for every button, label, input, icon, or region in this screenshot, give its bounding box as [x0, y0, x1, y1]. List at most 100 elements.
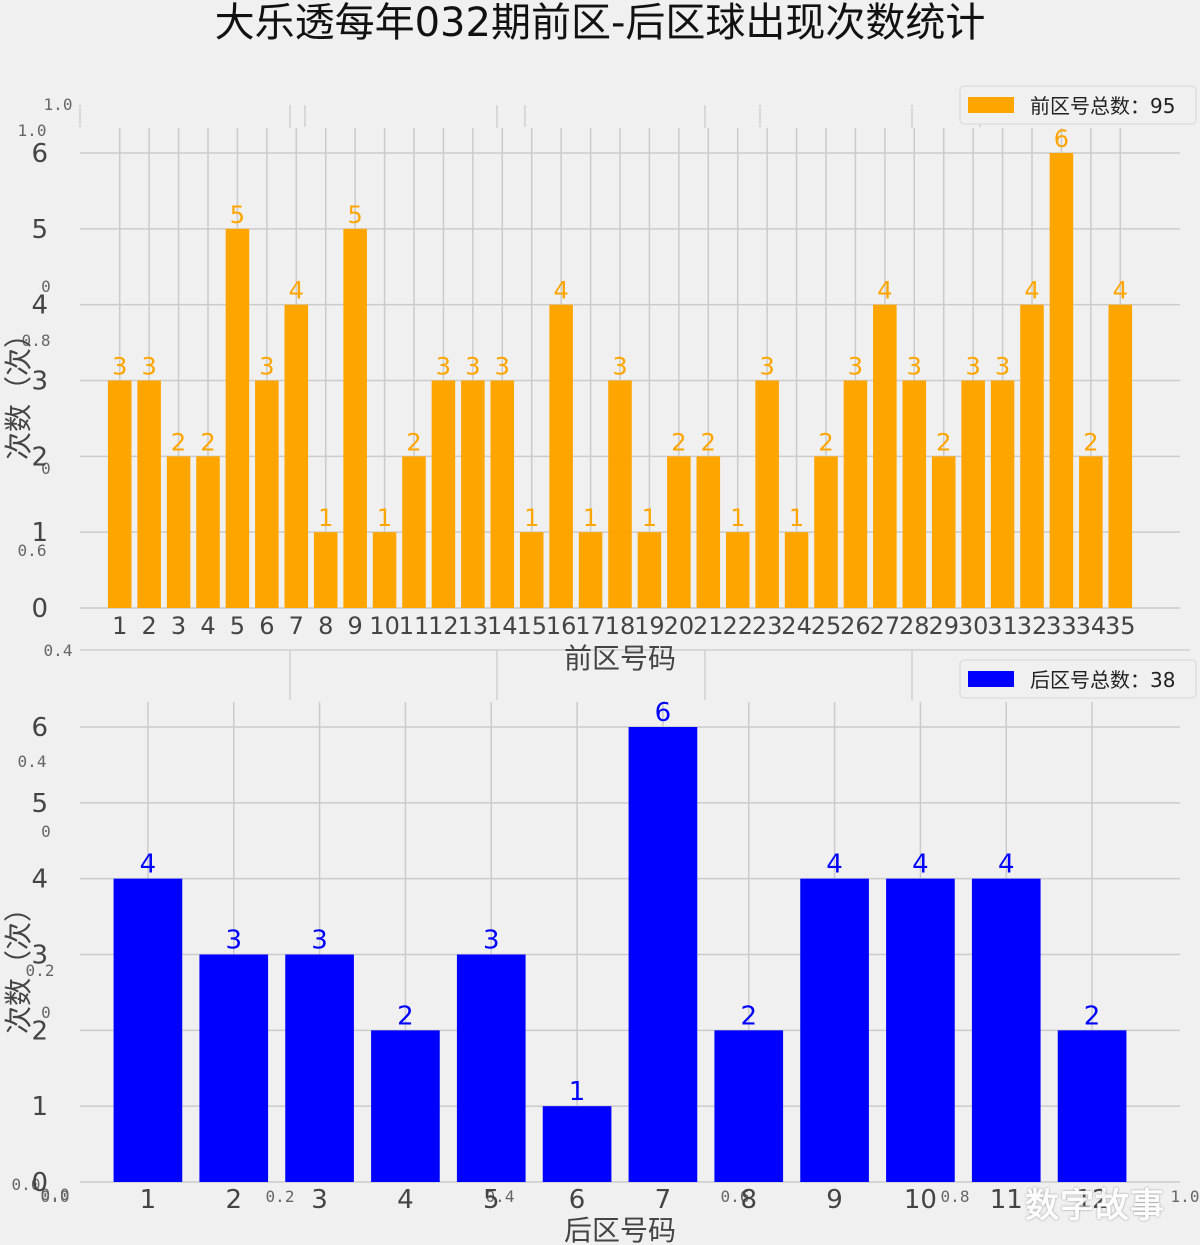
bar-19: [637, 532, 662, 608]
x-tick-label: 16: [546, 612, 577, 640]
bar-7: [284, 304, 309, 608]
legend-box: [959, 85, 1197, 125]
x-tick-label: 8: [318, 612, 333, 640]
x-tick-label: 5: [230, 612, 245, 640]
value-label-22: 1: [730, 504, 745, 532]
bar-11: [971, 878, 1041, 1182]
legend-label: 后区号总数：38: [1030, 668, 1175, 692]
ghost-y-tick-label: 0: [41, 459, 51, 478]
value-label-35: 4: [1113, 277, 1128, 305]
bar-32: [1020, 304, 1044, 608]
bar-2: [199, 954, 269, 1182]
x-tick-label: 6: [259, 612, 274, 640]
legend-box: [959, 659, 1197, 699]
bar-14: [490, 380, 515, 608]
value-label-23: 3: [760, 353, 775, 381]
y-tick-label: 0: [31, 594, 48, 624]
value-label-16: 4: [554, 277, 569, 305]
value-label-13: 3: [465, 353, 480, 381]
legend: 后区号总数：38: [959, 659, 1197, 699]
bar-9: [800, 878, 869, 1182]
y-axis-label: 次数（次）: [2, 320, 35, 460]
bar-3: [285, 954, 354, 1182]
x-tick-label: 1: [140, 1185, 157, 1215]
value-label-32: 4: [1024, 277, 1039, 305]
value-label-17: 1: [583, 504, 598, 532]
ghost-y-tick-label: 0: [41, 277, 51, 296]
y-tick-label: 6: [31, 713, 48, 743]
x-tick-label: 4: [200, 612, 215, 640]
x-tick-label: 7: [289, 612, 304, 640]
y-tick-label: 4: [31, 865, 48, 895]
x-tick-label: 10: [904, 1185, 937, 1215]
x-axis-label: 前区号码: [564, 642, 676, 675]
x-axis-label: 后区号码: [564, 1214, 676, 1245]
x-tick-label: 26: [840, 612, 871, 640]
value-label-24: 1: [789, 504, 804, 532]
value-label-5: 5: [230, 201, 245, 229]
x-tick-label: 11: [990, 1185, 1023, 1215]
x-tick-label: 27: [870, 612, 901, 640]
y-tick-label: 0: [31, 1168, 48, 1198]
value-label-11: 2: [406, 428, 421, 456]
value-label-5: 3: [483, 926, 500, 956]
value-label-9: 5: [348, 201, 363, 229]
bar-8: [313, 532, 338, 608]
y-tick-label: 1: [31, 518, 48, 548]
bar-17: [578, 532, 603, 608]
bar-2: [137, 380, 161, 608]
x-tick-label: 3: [171, 612, 186, 640]
value-label-8: 1: [318, 504, 333, 532]
bar-25: [814, 456, 838, 608]
y-tick-label: 2: [31, 442, 48, 472]
x-tick-label: 29: [928, 612, 959, 640]
x-tick-label: 12: [1076, 1185, 1109, 1215]
x-tick-label: 22: [722, 612, 753, 640]
bar-24: [784, 532, 809, 608]
bar-6: [542, 1106, 612, 1182]
ghost-y-tick-label: 0: [41, 1003, 51, 1022]
x-tick-label: 18: [605, 612, 636, 640]
x-tick-label: 5: [483, 1185, 500, 1215]
value-label-11: 4: [998, 850, 1015, 880]
x-tick-label: 1: [112, 612, 127, 640]
value-label-10: 4: [912, 850, 929, 880]
ghost-x-tick-label: 0.4: [486, 1187, 515, 1206]
front-zone-chart: 0123456313223245536471859110211312313314…: [2, 85, 1197, 675]
bar-33: [1049, 153, 1074, 608]
watermark-text: 数字故事: [1025, 1186, 1165, 1226]
ghost-y-tick-label: 0.0: [41, 1185, 70, 1204]
value-label-4: 2: [200, 428, 215, 456]
y-tick-label: 1: [31, 1092, 48, 1122]
bar-8: [714, 1030, 784, 1182]
bar-11: [402, 456, 426, 608]
value-label-18: 3: [612, 353, 627, 381]
bar-21: [696, 456, 721, 608]
value-label-27: 4: [877, 277, 892, 305]
x-tick-label: 4: [397, 1185, 414, 1215]
ghost-y-tick-label: 0.2: [26, 961, 55, 980]
x-tick-label: 12: [428, 612, 459, 640]
x-tick-label: 19: [634, 612, 665, 640]
bar-20: [667, 456, 691, 608]
bar-34: [1079, 456, 1103, 608]
bar-5: [225, 228, 250, 609]
legend-swatch: [968, 97, 1014, 113]
x-tick-label: 15: [516, 612, 547, 640]
ghost-y-tick-label: 0.4: [44, 641, 73, 660]
value-label-15: 1: [524, 504, 539, 532]
x-tick-label: 21: [693, 612, 724, 640]
bar-23: [755, 380, 779, 608]
bar-9: [343, 228, 367, 609]
bar-7: [628, 727, 698, 1182]
ghost-y-tick-label: 1.0: [18, 121, 47, 140]
ghost-y-tick-label: 0: [41, 822, 51, 841]
y-tick-label: 6: [31, 139, 48, 169]
x-tick-label: 13: [458, 612, 489, 640]
value-label-21: 2: [701, 428, 716, 456]
y-axis-label: 次数（次）: [2, 894, 35, 1034]
value-label-9: 4: [826, 850, 843, 880]
bar-15: [519, 532, 544, 608]
value-label-25: 2: [818, 428, 833, 456]
value-label-2: 3: [142, 353, 157, 381]
